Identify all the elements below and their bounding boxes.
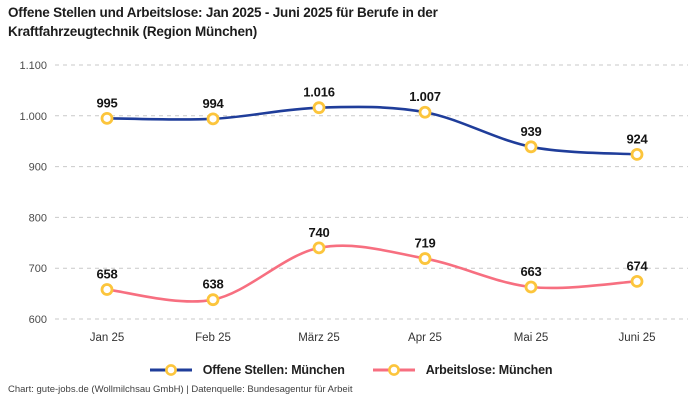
svg-text:994: 994 [202, 96, 224, 111]
legend-label: Arbeitslose: München [425, 363, 553, 377]
svg-text:995: 995 [96, 95, 117, 110]
svg-text:Apr 25: Apr 25 [408, 332, 442, 344]
svg-text:800: 800 [29, 212, 47, 224]
svg-text:Mai 25: Mai 25 [514, 332, 549, 344]
chart-credit: Chart: gute-jobs.de (Wollmilchsau GmbH) … [8, 384, 353, 395]
svg-text:Feb 25: Feb 25 [195, 332, 231, 344]
legend-label: Offene Stellen: München [202, 363, 345, 377]
legend-item-arbeitslose[interactable]: Arbeitslose: München [371, 363, 553, 377]
legend-line-marker-icon [149, 364, 192, 376]
svg-text:740: 740 [308, 225, 329, 240]
svg-text:600: 600 [29, 314, 47, 326]
svg-text:939: 939 [520, 124, 541, 139]
legend-line-marker-icon [372, 364, 415, 376]
svg-text:658: 658 [96, 267, 117, 282]
svg-text:Jan 25: Jan 25 [90, 332, 125, 344]
svg-text:Juni 25: Juni 25 [618, 332, 655, 344]
svg-text:663: 663 [520, 264, 541, 279]
svg-text:924: 924 [626, 131, 648, 146]
svg-text:900: 900 [29, 162, 47, 174]
svg-text:674: 674 [626, 258, 648, 273]
svg-text:719: 719 [414, 236, 435, 251]
legend: Offene Stellen: München Arbeitslose: Mün… [0, 359, 700, 381]
svg-text:700: 700 [29, 263, 47, 275]
legend-item-offene-stellen[interactable]: Offene Stellen: München [148, 363, 345, 377]
svg-text:1.000: 1.000 [19, 111, 47, 123]
svg-text:1.016: 1.016 [303, 85, 335, 100]
svg-text:1.100: 1.100 [19, 60, 47, 72]
svg-text:638: 638 [202, 277, 223, 292]
svg-text:1.007: 1.007 [409, 89, 441, 104]
chart-title: Offene Stellen und Arbeitslose: Jan 2025… [8, 5, 438, 39]
svg-text:März 25: März 25 [298, 332, 340, 344]
